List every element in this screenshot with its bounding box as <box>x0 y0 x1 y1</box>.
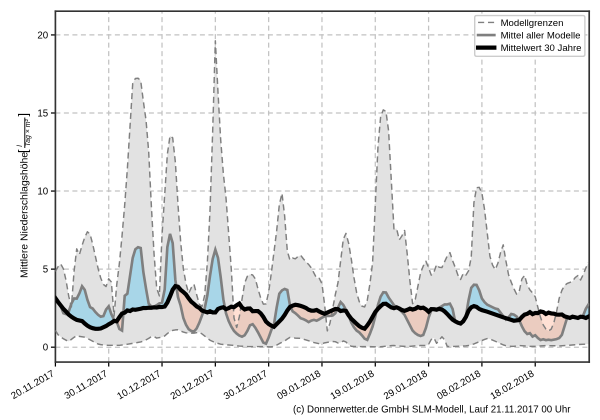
svg-text:Mittel aller Modelle: Mittel aller Modelle <box>501 30 581 41</box>
svg-text:5: 5 <box>43 265 48 276</box>
svg-text:Tag × m²: Tag × m² <box>25 118 32 146</box>
svg-text:Modellgrenzen: Modellgrenzen <box>501 18 564 29</box>
svg-text:Mittelwert 30 Jahre: Mittelwert 30 Jahre <box>501 43 582 54</box>
svg-text:Mittlere Niederschlagshöhe: Mittlere Niederschlagshöhe <box>20 152 31 278</box>
svg-text:0: 0 <box>43 343 49 354</box>
svg-text:20: 20 <box>37 30 48 41</box>
svg-text:l: l <box>17 145 24 147</box>
svg-text:10: 10 <box>37 187 48 198</box>
svg-text:[: [ <box>17 149 31 153</box>
svg-text:15: 15 <box>37 109 48 120</box>
svg-text:]: ] <box>17 113 31 116</box>
svg-text:(c) Donnerwetter.de GmbH SLM-M: (c) Donnerwetter.de GmbH SLM-Modell, Lau… <box>293 404 571 415</box>
